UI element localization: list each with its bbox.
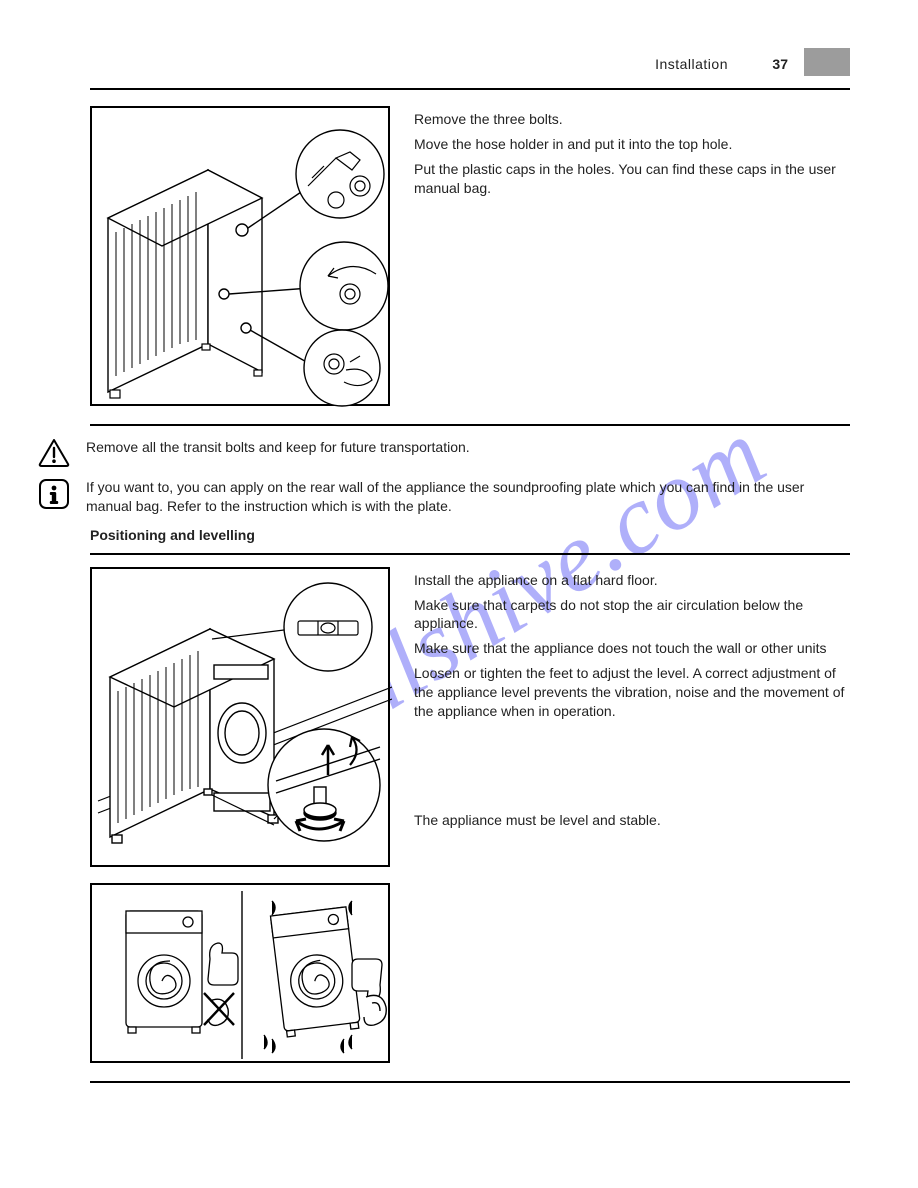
caption-line: Remove the three bolts.: [414, 110, 850, 129]
figure-transit-bolts: [90, 106, 390, 406]
section-divider: [90, 1081, 850, 1083]
info-callout: If you want to, you can apply on the rea…: [36, 478, 850, 516]
figure-levelling: [90, 567, 390, 867]
figure-levelling-block: Install the appliance on a flat hard flo…: [90, 567, 850, 1063]
warning-icon: [36, 438, 72, 468]
section-divider: [90, 424, 850, 426]
info-text: If you want to, you can apply on the rea…: [86, 478, 850, 516]
section-heading-positioning: Positioning and levelling: [90, 526, 850, 545]
warning-callout: Remove all the transit bolts and keep fo…: [36, 438, 850, 468]
caption-line: Loosen or tighten the feet to adjust the…: [414, 664, 850, 721]
info-icon: [36, 478, 72, 510]
figure-transit-bolts-block: Remove the three bolts. Move the hose ho…: [90, 106, 850, 406]
figure-stability: [90, 883, 390, 1063]
caption-line: Install the appliance on a flat hard flo…: [414, 571, 850, 590]
caption-line: Move the hose holder in and put it into …: [414, 135, 850, 154]
warning-text: Remove all the transit bolts and keep fo…: [86, 438, 850, 457]
figure-levelling-caption: Install the appliance on a flat hard flo…: [414, 567, 850, 830]
caption-line: Make sure that carpets do not stop the a…: [414, 596, 850, 634]
section-divider: [90, 553, 850, 555]
caption-line: Make sure that the appliance does not to…: [414, 639, 850, 658]
caption-line: Put the plastic caps in the holes. You c…: [414, 160, 850, 198]
figure-transit-bolts-caption: Remove the three bolts. Move the hose ho…: [414, 106, 850, 198]
caption-line: The appliance must be level and stable.: [414, 811, 850, 830]
